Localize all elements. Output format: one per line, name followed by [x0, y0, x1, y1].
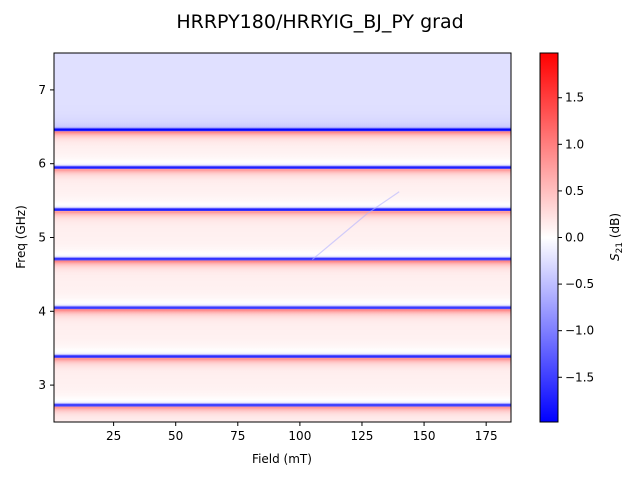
colorbar-label-unit: (dB)	[608, 213, 622, 242]
colorbar-tick-label: −1.5	[565, 370, 594, 384]
colorbar-tick-label: 1.5	[565, 91, 584, 105]
colorbar-tick-label: 0.0	[565, 231, 584, 245]
x-axis-label: Field (mT)	[252, 452, 312, 466]
y-tick-label: 7	[38, 83, 46, 97]
x-tick-label: 75	[230, 429, 245, 443]
y-tick-label: 3	[38, 378, 46, 392]
colorbar-tick-label: −0.5	[565, 277, 594, 291]
colorbar-tick-label: 0.5	[565, 184, 584, 198]
resonance-band-marks	[54, 129, 511, 407]
colorbar: 1.5 1.0 0.5 0.0 −0.5 −1.0 −1.5 S21 (dB)	[539, 52, 625, 423]
y-tick-label: 5	[38, 231, 46, 245]
colorbar-tick-label: 1.0	[565, 137, 584, 151]
colorbar-label: S21 (dB)	[608, 213, 625, 261]
colorbar-label-subscript: 21	[615, 242, 625, 253]
plot-area	[53, 52, 512, 423]
x-tick-label: 25	[106, 429, 121, 443]
y-axis-ticks: 3 4 5 6 7	[38, 83, 54, 392]
x-tick-label: 100	[288, 429, 311, 443]
field-dependent-mode-marks	[311, 191, 400, 261]
colorbar-ticks: 1.5 1.0 0.5 0.0 −0.5 −1.0 −1.5	[558, 91, 594, 384]
x-axis-ticks: 25 50 75 100 125 150 175	[106, 422, 498, 443]
y-axis-label: Freq (GHz)	[14, 205, 28, 269]
colorbar-image	[540, 53, 558, 422]
colorbar-label-symbol: S	[608, 253, 622, 261]
chart-title: HRRPY180/HRRYIG_BJ_PY grad	[176, 11, 463, 33]
y-tick-label: 6	[38, 157, 46, 171]
x-tick-label: 50	[168, 429, 183, 443]
field-dependent-mode-line	[311, 191, 400, 261]
heatmap-image	[54, 53, 511, 422]
x-tick-label: 125	[351, 429, 374, 443]
x-tick-label: 175	[475, 429, 498, 443]
colorbar-tick-label: −1.0	[565, 324, 594, 338]
y-tick-label: 4	[38, 304, 46, 318]
x-tick-label: 150	[413, 429, 436, 443]
